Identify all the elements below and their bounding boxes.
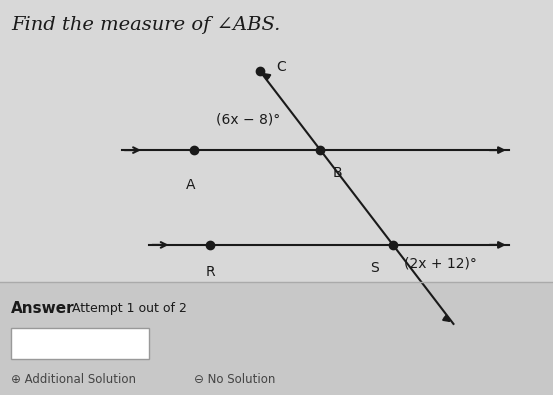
Text: A: A	[186, 178, 196, 192]
Text: B: B	[332, 166, 342, 180]
Text: (6x − 8)°: (6x − 8)°	[216, 113, 280, 126]
Text: R: R	[205, 265, 215, 278]
Text: Find the measure of ∠ABS.: Find the measure of ∠ABS.	[11, 16, 280, 34]
FancyBboxPatch shape	[11, 328, 149, 359]
Text: Attempt 1 out of 2: Attempt 1 out of 2	[72, 302, 187, 314]
Text: C: C	[276, 60, 286, 74]
Text: (2x + 12)°: (2x + 12)°	[404, 257, 477, 271]
Text: Answer: Answer	[11, 301, 75, 316]
Text: S: S	[371, 261, 379, 275]
FancyBboxPatch shape	[0, 282, 553, 395]
Text: ⊖ No Solution: ⊖ No Solution	[194, 373, 275, 386]
Text: ⊕ Additional Solution: ⊕ Additional Solution	[11, 373, 136, 386]
